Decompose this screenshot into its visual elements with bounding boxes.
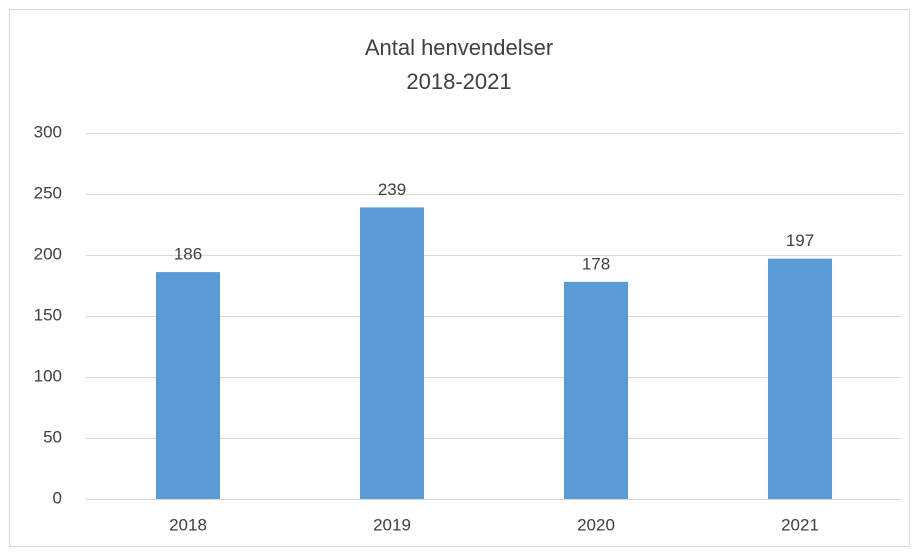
y-tick-label: 0 <box>53 488 62 507</box>
x-tick-label: 2018 <box>169 515 207 534</box>
y-tick-label: 200 <box>34 244 62 263</box>
x-tick-label: 2020 <box>577 515 615 534</box>
y-tick-label: 50 <box>43 427 62 446</box>
y-tick-label: 100 <box>34 366 62 385</box>
y-tick-label: 300 <box>34 122 62 141</box>
y-tick-label: 150 <box>34 305 62 324</box>
bar <box>767 258 833 499</box>
data-label: 186 <box>174 245 202 264</box>
chart-title: Antal henvendelser <box>365 35 553 60</box>
bar <box>155 272 221 499</box>
x-tick-label: 2019 <box>373 515 411 534</box>
bar <box>359 207 425 500</box>
data-label: 197 <box>786 231 814 250</box>
data-label: 239 <box>378 180 406 199</box>
chart-subtitle: 2018-2021 <box>406 69 511 94</box>
bar <box>563 281 629 499</box>
y-tick-label: 250 <box>34 183 62 202</box>
data-label: 178 <box>582 254 610 273</box>
x-tick-label: 2021 <box>781 515 819 534</box>
